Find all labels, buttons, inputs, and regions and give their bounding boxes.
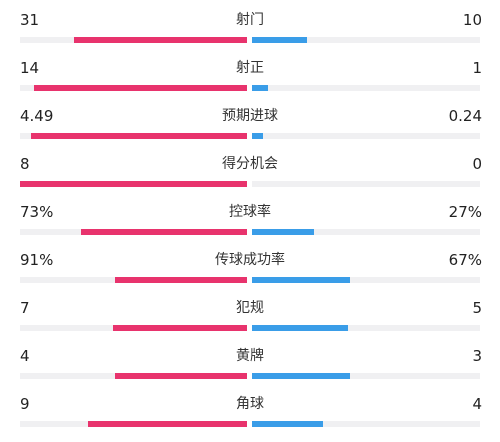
right-value: 5 [472,299,482,317]
right-bar [252,373,351,379]
left-bar-track [20,181,247,187]
left-value: 73% [20,203,54,221]
stat-label: 角球 [236,396,264,412]
right-bar-track [252,421,480,427]
left-bar [33,85,247,91]
right-bar [252,85,268,91]
left-value: 14 [20,59,40,77]
stat-label: 射正 [236,60,264,76]
right-bar-track [252,325,480,331]
stat-row-expected-goals: 4.49 预期进球 0.24 [0,106,500,154]
left-bar-track [20,421,247,427]
stat-label: 黄牌 [236,348,264,364]
right-bar [252,229,314,235]
right-bar-track [252,85,480,91]
left-bar [31,133,247,139]
right-value: 67% [448,251,482,269]
stat-row-shots: 31 射门 10 [0,10,500,58]
right-bar-track [252,133,480,139]
right-bar-track [252,277,480,283]
stat-row-corners: 9 角球 4 [0,394,500,442]
stat-label: 传球成功率 [215,252,285,268]
right-bar-track [252,37,480,43]
left-bar [74,37,247,43]
right-bar-track [252,181,480,187]
right-bar [252,325,348,331]
left-bar [113,325,247,331]
left-value: 4.49 [20,107,54,125]
left-value: 31 [20,11,40,29]
right-bar [252,277,351,283]
left-value: 9 [20,395,30,413]
stat-row-possession: 73% 控球率 27% [0,202,500,250]
stat-label: 得分机会 [222,156,278,172]
left-bar [20,181,247,187]
right-value: 1 [472,59,482,77]
stat-label: 控球率 [229,204,271,220]
stat-row-yellow-cards: 4 黄牌 3 [0,346,500,394]
left-bar-track [20,229,247,235]
right-bar-track [252,229,480,235]
stat-row-pass-accuracy: 91% 传球成功率 67% [0,250,500,298]
stat-label: 预期进球 [222,108,278,124]
left-value: 8 [20,155,30,173]
left-value: 7 [20,299,30,317]
left-bar-track [20,277,247,283]
stat-row-big-chances: 8 得分机会 0 [0,154,500,202]
left-bar-track [20,85,247,91]
left-bar-track [20,133,247,139]
left-bar [88,421,247,427]
left-bar [115,277,247,283]
right-bar [252,37,307,43]
stat-row-fouls: 7 犯规 5 [0,298,500,346]
right-value: 0 [472,155,482,173]
stat-label: 射门 [236,12,264,28]
left-value: 91% [20,251,54,269]
right-value: 3 [472,347,482,365]
left-bar-track [20,37,247,43]
right-bar [252,133,264,139]
right-bar-track [252,373,480,379]
right-value: 0.24 [448,107,482,125]
left-value: 4 [20,347,30,365]
right-value: 27% [448,203,482,221]
stat-row-shots-on-target: 14 射正 1 [0,58,500,106]
stat-label: 犯规 [236,300,264,316]
right-value: 4 [472,395,482,413]
left-bar [115,373,247,379]
right-value: 10 [462,11,482,29]
right-bar [252,421,323,427]
left-bar [81,229,247,235]
left-bar-track [20,373,247,379]
left-bar-track [20,325,247,331]
